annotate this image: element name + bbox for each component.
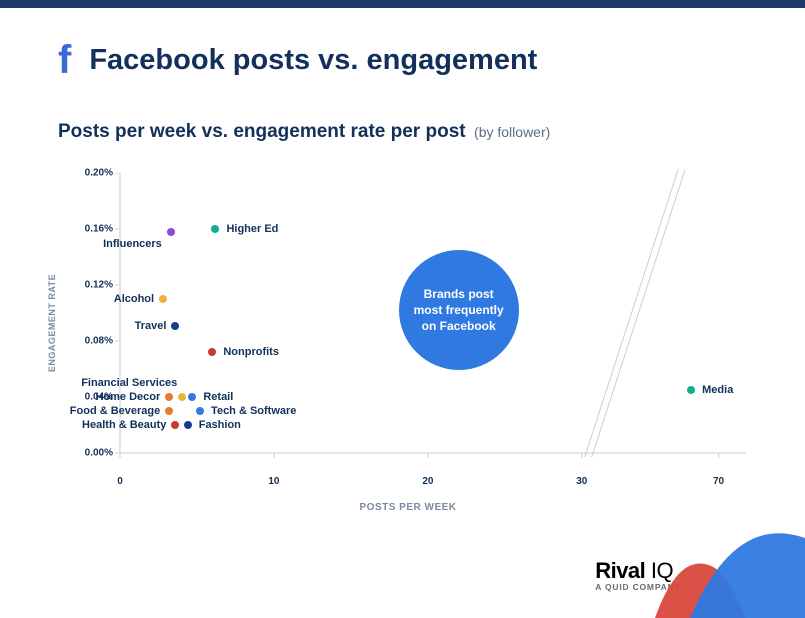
data-point-label: Tech & Software: [205, 405, 296, 417]
data-point-label: Health & Beauty: [82, 419, 170, 431]
logo-light: IQ: [645, 558, 673, 583]
top-accent-bar: [0, 0, 805, 8]
logo-bold: Rival: [595, 558, 645, 583]
rivaliq-logo: Rival IQ A QUID COMPANY: [595, 558, 681, 592]
x-tick-label: 20: [422, 476, 433, 487]
subtitle: Posts per week vs. engagement rate per p…: [0, 83, 805, 143]
x-tick-label: 30: [576, 476, 587, 487]
y-axis-label: ENGAGEMENT RATE: [47, 274, 57, 372]
page-title: Facebook posts vs. engagement: [89, 44, 537, 77]
x-tick-label: 0: [117, 476, 123, 487]
data-point: [167, 228, 175, 236]
data-point: [687, 386, 695, 394]
y-tick-label: 0.08%: [63, 336, 113, 347]
data-point-label: Financial Services: [81, 377, 181, 389]
y-tick-label: 0.16%: [63, 224, 113, 235]
facebook-icon: f: [58, 38, 71, 83]
data-point-label: Influencers: [103, 238, 166, 250]
data-point-label: Home Decor: [95, 391, 164, 403]
data-point-label: Alcohol: [114, 293, 158, 305]
data-point: [165, 407, 173, 415]
subtitle-note: (by follower): [474, 124, 550, 140]
data-point: [165, 393, 173, 401]
data-point: [188, 393, 196, 401]
x-axis-label: POSTS PER WEEK: [359, 502, 456, 513]
data-point-label: Fashion: [193, 419, 241, 431]
data-point-label: Retail: [197, 391, 233, 403]
data-point: [171, 421, 179, 429]
y-tick-label: 0.20%: [63, 168, 113, 179]
subtitle-main: Posts per week vs. engagement rate per p…: [58, 121, 466, 142]
callout-bubble: Brands post most frequently on Facebook: [399, 250, 519, 370]
data-point: [196, 407, 204, 415]
data-point: [178, 393, 186, 401]
data-point-label: Nonprofits: [217, 346, 279, 358]
data-point-label: Media: [696, 384, 733, 396]
y-tick-label: 0.00%: [63, 448, 113, 459]
x-tick-label: 10: [268, 476, 279, 487]
x-tick-label: 70: [713, 476, 724, 487]
data-point: [211, 225, 219, 233]
data-point: [171, 322, 179, 330]
data-point-label: Food & Beverage: [70, 405, 164, 417]
data-point-label: Travel: [135, 320, 171, 332]
data-point: [184, 421, 192, 429]
logo-subtitle: A QUID COMPANY: [595, 582, 681, 592]
header: f Facebook posts vs. engagement: [0, 8, 805, 83]
data-point: [159, 295, 167, 303]
y-tick-label: 0.12%: [63, 280, 113, 291]
data-point: [208, 348, 216, 356]
data-point-label: Higher Ed: [220, 223, 278, 235]
scatter-chart: ENGAGEMENT RATE POSTS PER WEEK 0.00%0.04…: [58, 173, 758, 503]
